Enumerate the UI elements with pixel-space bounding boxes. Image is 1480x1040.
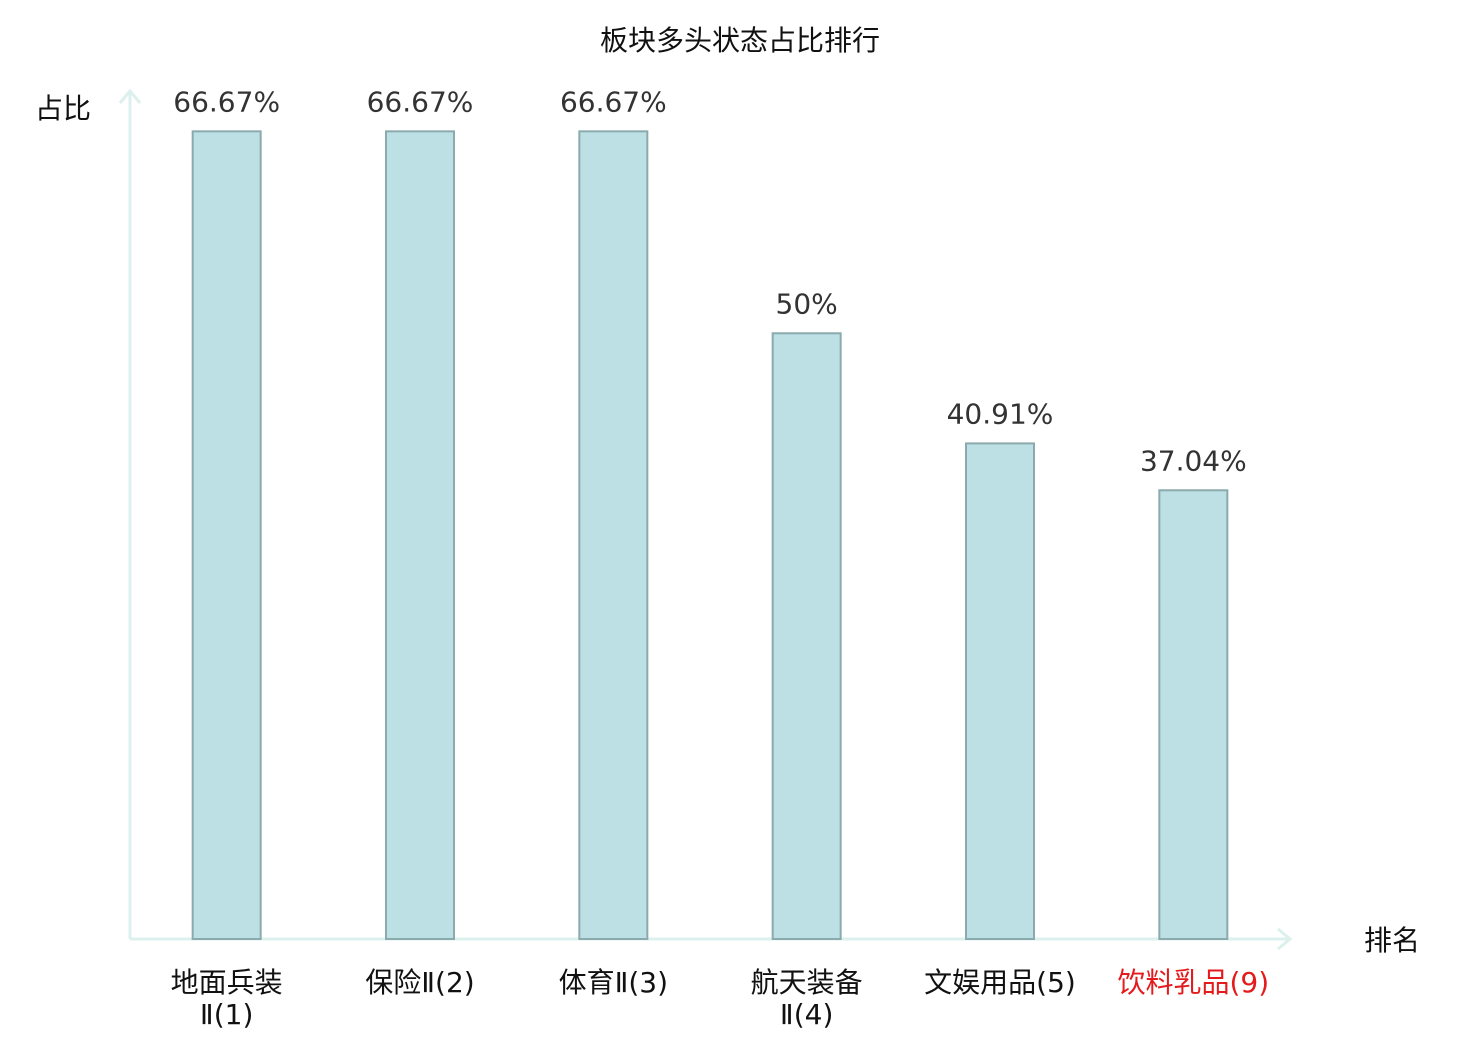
bar — [1158, 489, 1229, 940]
x-tick-label: 保险Ⅱ(2) — [365, 966, 475, 999]
bar — [965, 442, 1035, 940]
value-label: 66.67% — [560, 85, 667, 118]
chart-title: 板块多头状态占比排行 — [600, 24, 880, 57]
x-tick-label: 文娱用品(5) — [924, 966, 1076, 999]
bar — [385, 130, 455, 940]
value-label: 37.04% — [1140, 444, 1247, 477]
value-label: 40.91% — [947, 397, 1054, 430]
x-axis-label: 排名 — [1364, 924, 1420, 957]
value-label: 66.67% — [367, 85, 474, 118]
y-axis-arrow — [118, 88, 142, 104]
x-tick-label: 饮料乳品(9) — [1117, 966, 1270, 999]
bar — [771, 332, 842, 940]
x-tick-label: 地面兵装 Ⅱ(1) — [170, 966, 283, 1031]
bar — [191, 130, 262, 940]
x-tick-label: 体育Ⅱ(3) — [558, 966, 669, 999]
x-axis-arrow — [1277, 927, 1293, 951]
x-tick-label: 航天装备 Ⅱ(4) — [750, 966, 863, 1031]
value-label: 66.67% — [173, 85, 280, 118]
bar — [578, 130, 649, 940]
value-label: 50% — [776, 287, 838, 320]
y-axis-label: 占比 — [35, 92, 91, 125]
